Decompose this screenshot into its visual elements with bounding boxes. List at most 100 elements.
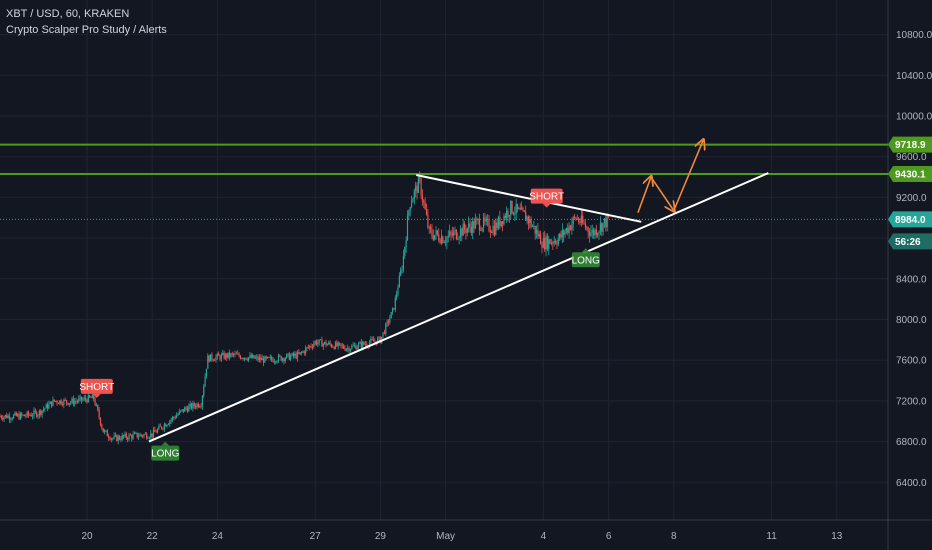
candle-body (296, 352, 299, 359)
candle (415, 181, 417, 198)
candle (205, 368, 208, 379)
candle-body (472, 221, 474, 233)
candle-body (171, 417, 174, 420)
candle (552, 240, 554, 250)
candle-body (114, 435, 117, 436)
candle-body (0, 416, 2, 418)
candle-body (356, 347, 358, 350)
candle-body (45, 404, 47, 409)
candle-body (80, 396, 83, 401)
candle-body (86, 399, 88, 403)
candle-body (60, 400, 62, 405)
candle (398, 272, 400, 288)
candle (57, 402, 60, 404)
candle (511, 200, 513, 215)
candle (358, 341, 360, 351)
candle (317, 339, 319, 348)
candle-body (290, 355, 292, 360)
candle-body (230, 353, 232, 357)
candle (424, 197, 426, 210)
candle (309, 345, 311, 351)
candle (201, 395, 203, 410)
candle-body (372, 339, 375, 342)
candle-body (569, 225, 572, 230)
candle (94, 396, 96, 407)
candle-body (326, 344, 328, 346)
candle (344, 345, 346, 352)
candle-body (459, 228, 462, 238)
candle-body (142, 435, 144, 437)
candle-body (432, 235, 434, 240)
candle-body (481, 228, 483, 231)
candle (125, 431, 127, 440)
candle (514, 206, 516, 222)
candle-body (501, 221, 504, 225)
candle (351, 344, 353, 350)
candle (237, 350, 239, 355)
candle-body (519, 208, 521, 210)
candle (387, 319, 390, 327)
candle (103, 429, 106, 435)
candle-body (398, 275, 400, 288)
candle (546, 233, 549, 252)
candle-body (246, 359, 248, 361)
candle (219, 354, 221, 362)
candle-body (514, 213, 516, 215)
candle (159, 423, 161, 427)
candle (218, 351, 220, 356)
candle-body (315, 341, 318, 345)
candle (355, 343, 357, 350)
candle-body (128, 434, 130, 440)
candle-body (233, 353, 235, 355)
candle-body (424, 202, 426, 210)
candle-body (235, 353, 237, 355)
candle-body (241, 358, 243, 360)
candle-body (25, 416, 27, 417)
candle (71, 396, 73, 404)
candle (110, 437, 112, 443)
level-price-tag-text: 9430.1 (895, 169, 926, 180)
candle (347, 344, 349, 353)
candle (315, 339, 318, 346)
signal-tag-short: SHORT (529, 188, 564, 208)
candle (330, 343, 333, 349)
candle (578, 216, 580, 225)
candle-body (508, 215, 510, 217)
candle-body (94, 399, 96, 406)
candle (40, 409, 42, 417)
candle-body (223, 353, 225, 359)
candle-body (436, 230, 438, 235)
candle-body (253, 355, 255, 359)
candle (427, 208, 429, 230)
candle-body (377, 338, 379, 344)
candle (420, 176, 422, 199)
candle (33, 407, 35, 419)
candle (482, 212, 485, 233)
candle (431, 223, 433, 240)
candle (359, 340, 361, 344)
candle-body (503, 215, 505, 225)
candle (108, 433, 110, 442)
candle-body (400, 269, 402, 276)
candle (158, 423, 160, 430)
candle-body (458, 237, 460, 239)
candle (7, 413, 9, 419)
candle (314, 340, 316, 346)
candle (337, 341, 339, 350)
candle-body (334, 342, 337, 349)
candle-body (132, 434, 134, 439)
candle (266, 356, 269, 359)
candle-body (272, 359, 274, 363)
candle (52, 396, 54, 407)
candle-body (409, 207, 411, 211)
level-price-tag: 9430.1 (888, 165, 932, 182)
candle (68, 403, 70, 407)
candle-body (224, 353, 227, 359)
chart-title: XBT / USD, 60, KRAKEN (6, 8, 130, 20)
candle (3, 415, 5, 422)
candle-body (34, 410, 36, 412)
candle (17, 412, 19, 418)
candle (554, 238, 557, 245)
candle-body (159, 425, 161, 427)
